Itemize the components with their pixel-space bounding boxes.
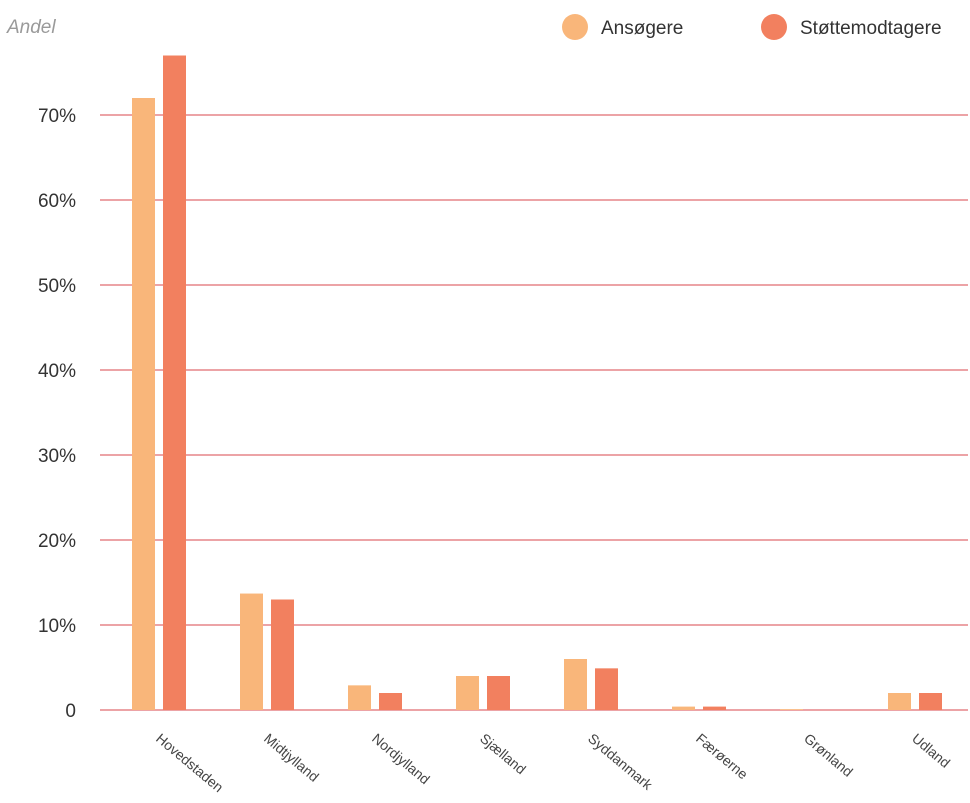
y-tick-label: 10% [38,616,76,637]
x-tick-label-syddanmark: Syddanmark [585,730,656,793]
bar-stoettemodtagere-sjaelland [487,676,510,710]
legend-label-stoettemodtagere: Støttemodtagere [800,18,942,39]
x-tick-label-sjaelland: Sjælland [477,730,529,777]
bar-stoettemodtagere-udland [919,693,942,710]
x-tick-label-midtjylland: Midtjylland [261,730,322,785]
legend-label-ansoegere: Ansøgere [601,18,683,39]
y-axis-ticks: 0 10% 20% 30% 40% 50% 60% 70% [38,106,76,722]
y-tick-label: 40% [38,361,76,382]
bar-stoettemodtagere-faeroeerne [703,706,726,710]
y-tick-label: 30% [38,446,76,467]
legend-swatch-stoettemodtagere [761,14,787,40]
legend-swatch-ansoegere [562,14,588,40]
bars [132,55,942,710]
y-tick-label: 50% [38,276,76,297]
bar-stoettemodtagere-midtjylland [271,599,294,710]
bar-ansoegere-groenland [780,709,803,710]
bar-ansoegere-nordjylland [348,685,371,710]
y-tick-label: 60% [38,191,76,212]
gridlines [100,114,968,711]
bar-ansoegere-hovedstaden [132,98,155,710]
x-tick-label-groenland: Grønland [801,730,856,780]
x-tick-label-udland: Udland [909,730,953,771]
y-axis-title: Andel [6,17,56,38]
bar-ansoegere-syddanmark [564,659,587,710]
x-axis-labels: Hovedstaden Midtjylland Nordjylland Sjællan… [153,730,953,795]
bar-ansoegere-sjaelland [456,676,479,710]
y-tick-label: 70% [38,106,76,127]
bar-stoettemodtagere-syddanmark [595,668,618,710]
bar-stoettemodtagere-nordjylland [379,693,402,710]
x-tick-label-faeroeerne: Færøerne [693,730,751,782]
bar-stoettemodtagere-hovedstaden [163,55,186,710]
x-tick-label-nordjylland: Nordjylland [369,730,433,787]
y-tick-label: 0 [65,701,76,722]
x-tick-label-hovedstaden: Hovedstaden [153,730,226,795]
bar-ansoegere-midtjylland [240,593,263,710]
bar-ansoegere-udland [888,693,911,710]
bar-ansoegere-faeroeerne [672,706,695,710]
y-tick-label: 20% [38,531,76,552]
legend: Ansøgere Støttemodtagere [562,14,942,40]
